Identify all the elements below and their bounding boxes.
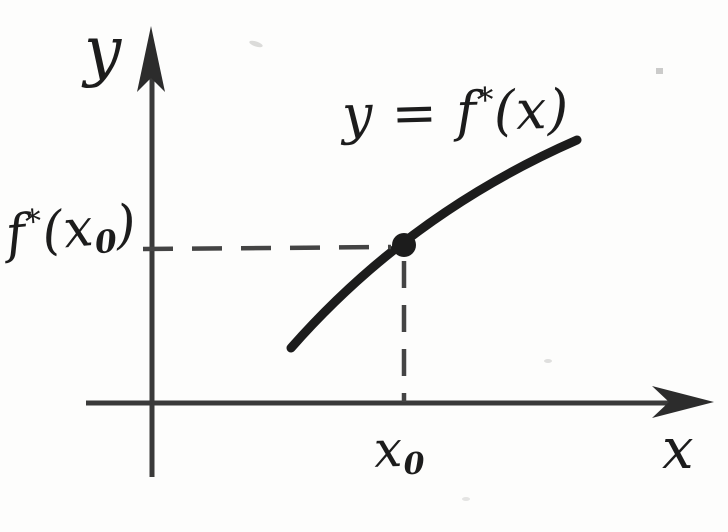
- horizontal-dashed-guide: [142, 244, 392, 252]
- abscissa-value-label: x0: [372, 419, 426, 483]
- y-axis-arrowhead: [137, 26, 165, 92]
- y-axis-label-text: y: [84, 12, 123, 89]
- scan-noise-specks: [249, 40, 663, 501]
- abscissa-subscript: 0: [403, 446, 426, 483]
- x-axis-arrowhead: [652, 386, 714, 418]
- function-curve: [286, 135, 582, 353]
- x-axis-label-text: x: [662, 417, 695, 482]
- curve-equation-pre: y = f: [341, 79, 478, 147]
- curve-equation-superscript: *: [476, 80, 495, 120]
- x-axis-label: x: [662, 422, 695, 478]
- ordinate-subscript: 0: [93, 223, 119, 262]
- ordinate-value-label: f*(x0): [3, 194, 140, 267]
- y-axis-label: y: [84, 18, 122, 84]
- abscissa-base: x: [372, 419, 405, 479]
- curve-equation-post: (x): [492, 77, 571, 143]
- curve-equation-label: y = f*(x): [341, 77, 570, 146]
- point-marker: [392, 233, 416, 257]
- ordinate-mid: (x: [39, 197, 97, 263]
